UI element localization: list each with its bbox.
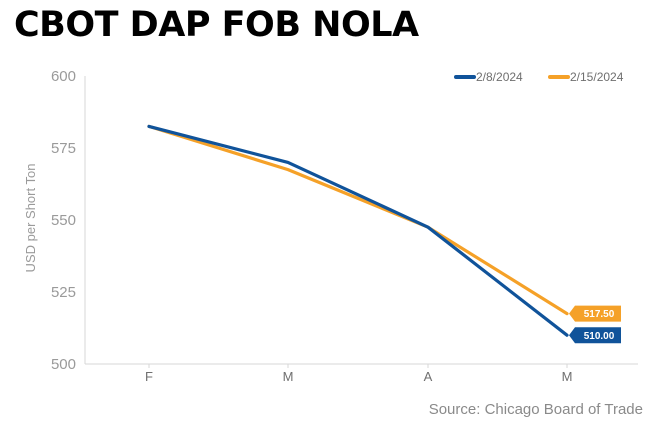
legend-item-feb-8: 2/8/2024 bbox=[454, 70, 523, 84]
source-note: Source: Chicago Board of Trade bbox=[429, 401, 643, 418]
x-tick-label: A bbox=[424, 369, 433, 384]
y-tick-label: 550 bbox=[51, 212, 76, 229]
data-label-feb-8: 510.00 bbox=[569, 327, 621, 344]
series-line-feb-8 bbox=[147, 124, 569, 337]
y-tick-label: 575 bbox=[51, 140, 76, 157]
legend-label: 2/8/2024 bbox=[476, 70, 523, 84]
data-label-text: 517.50 bbox=[584, 309, 615, 320]
legend-item-feb-15: 2/15/2024 bbox=[548, 70, 624, 84]
legend-label: 2/15/2024 bbox=[570, 70, 624, 84]
y-tick-labels: 600 575 550 525 500 bbox=[51, 68, 76, 373]
chart-title: CBOT DAP FOB NOLA bbox=[14, 5, 419, 45]
data-label-text: 510.00 bbox=[584, 331, 615, 342]
end-value-labels: 510.00 517.50 bbox=[569, 305, 621, 344]
x-tick-label: F bbox=[145, 369, 153, 384]
y-axis-title: USD per Short Ton bbox=[23, 164, 38, 273]
legend: 2/8/2024 2/15/2024 bbox=[454, 70, 624, 84]
data-label-feb-15: 517.50 bbox=[569, 305, 621, 322]
x-tick-label: M bbox=[562, 369, 573, 384]
data-label-bg bbox=[569, 327, 621, 344]
y-tick-label: 600 bbox=[51, 68, 76, 85]
y-tick-label: 500 bbox=[51, 356, 76, 373]
x-tick-label: M bbox=[283, 369, 294, 384]
series-lines bbox=[147, 124, 569, 337]
y-tick-label: 525 bbox=[51, 284, 76, 301]
series-line-feb-15 bbox=[147, 124, 569, 316]
data-label-bg bbox=[569, 305, 621, 322]
